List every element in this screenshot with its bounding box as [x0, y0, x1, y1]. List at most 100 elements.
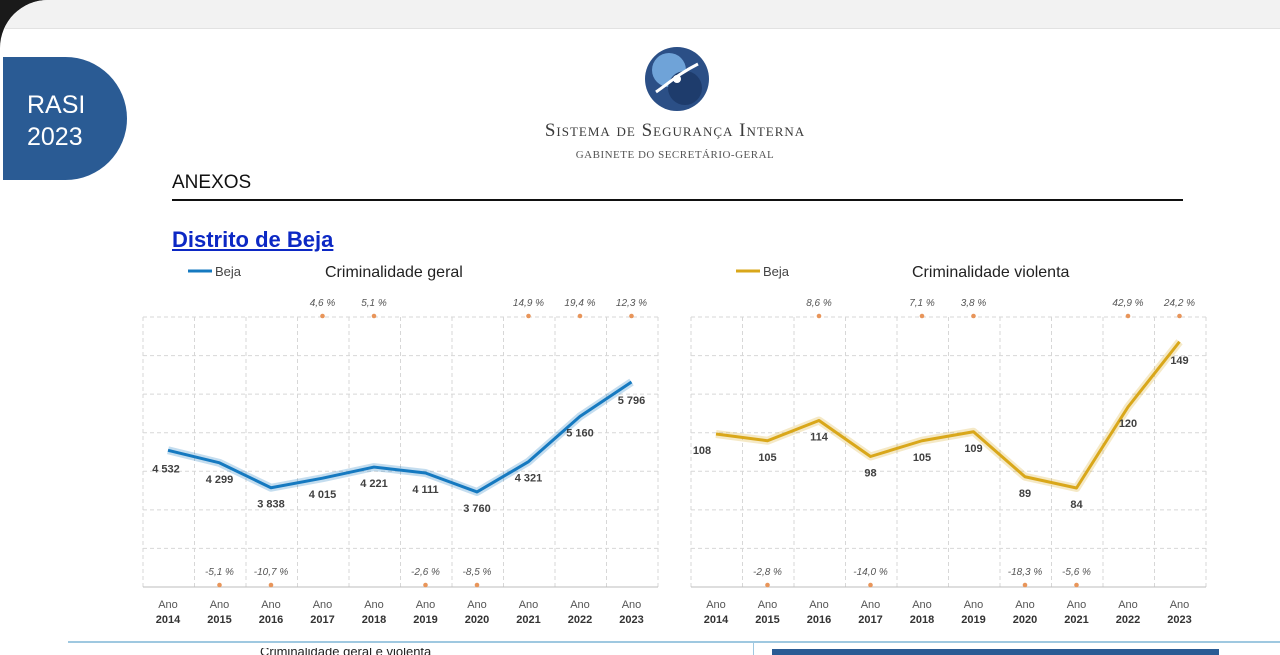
rasi-badge: RASI 2023	[3, 57, 127, 180]
variation-label: 12,3 %	[616, 298, 647, 309]
data-label: 98	[864, 468, 876, 480]
data-label: 3 760	[463, 503, 491, 515]
variation-label: -2,6 %	[411, 567, 440, 578]
section-title: ANEXOS	[172, 172, 252, 193]
x-tick-label-word: Ano	[758, 599, 778, 611]
x-tick-label-word: Ano	[1118, 599, 1138, 611]
data-label: 120	[1119, 418, 1137, 430]
x-tick-label-year: 2022	[1116, 614, 1140, 626]
data-label: 5 160	[566, 427, 594, 439]
x-tick-label-word: Ano	[313, 599, 333, 611]
chart-criminalidade-geral: Beja Criminalidade geral 4 532 4 299 3 838 4 …	[142, 264, 659, 626]
x-tick-label-year: 2016	[807, 614, 831, 626]
footer-column-divider	[753, 641, 754, 655]
x-tick-label-word: Ano	[416, 599, 436, 611]
x-tick-label-word: Ano	[964, 599, 984, 611]
section-divider	[172, 199, 1183, 201]
x-tick-label-year: 2023	[619, 614, 643, 626]
variation-marker	[577, 313, 583, 319]
x-tick-label-year: 2019	[961, 614, 985, 626]
variation-marker	[217, 582, 222, 588]
variation-label: -8,5 %	[463, 567, 492, 578]
x-tick-label-word: Ano	[261, 599, 281, 611]
x-tick-label-year: 2023	[1167, 614, 1191, 626]
x-tick-label-year: 2017	[310, 614, 334, 626]
chart-grid	[690, 316, 1207, 588]
variation-marker	[816, 313, 822, 319]
series-line	[715, 340, 1181, 490]
variation-label: 8,6 %	[806, 298, 832, 309]
data-label: 105	[758, 452, 776, 464]
data-label: 105	[913, 452, 931, 464]
x-tick-label-word: Ano	[912, 599, 932, 611]
variation-label: 24,2 %	[1163, 298, 1195, 309]
variation-marker	[868, 582, 873, 588]
data-label: 108	[693, 445, 711, 457]
x-tick-label-year: 2019	[413, 614, 437, 626]
footer-partial-text: Criminalidade geral e violenta	[260, 648, 560, 655]
variation-label: 5,1 %	[361, 298, 387, 309]
top-strip	[0, 0, 1280, 29]
variation-marker	[919, 313, 925, 319]
chart-grid	[142, 316, 659, 588]
x-tick-label-year: 2015	[755, 614, 779, 626]
x-tick-label-word: Ano	[519, 599, 539, 611]
x-tick-label-year: 2014	[156, 614, 181, 626]
org-name: Sistema de Segurança Interna	[544, 120, 806, 141]
chart-title: Criminalidade violenta	[912, 264, 1070, 281]
x-tick-label-word: Ano	[1067, 599, 1087, 611]
variation-marker	[320, 313, 325, 319]
x-tick-label-word: Ano	[467, 599, 487, 611]
x-tick-label-year: 2015	[207, 614, 231, 626]
x-tick-label-word: Ano	[706, 599, 726, 611]
variation-label: 42,9 %	[1112, 298, 1143, 309]
variation-marker	[423, 582, 428, 588]
footer-bar	[772, 649, 1219, 655]
chart-criminalidade-violenta: Beja Criminalidade violenta 108 105 114 98 105…	[690, 264, 1207, 626]
variation-marker	[1177, 313, 1182, 319]
variation-marker	[268, 582, 274, 588]
variation-marker	[526, 313, 531, 319]
data-label: 4 221	[360, 478, 388, 490]
series-line-glow	[715, 339, 1183, 492]
variation-label: -14,0 %	[853, 567, 888, 578]
variation-marker	[971, 313, 976, 319]
x-tick-label-word: Ano	[210, 599, 230, 611]
x-tick-label-year: 2016	[259, 614, 283, 626]
variation-label: -2,8 %	[753, 567, 782, 578]
x-tick-label-year: 2017	[858, 614, 882, 626]
data-label: 4 015	[309, 489, 337, 501]
x-tick-label-year: 2014	[704, 614, 729, 626]
variation-marker	[1125, 313, 1131, 319]
data-label: 4 321	[515, 473, 543, 485]
org-subtitle: GABINETE DO SECRETÁRIO-GERAL	[575, 149, 775, 161]
x-tick-label-year: 2020	[1013, 614, 1037, 626]
chart-title: Criminalidade geral	[325, 264, 463, 281]
variation-label: 4,6 %	[310, 298, 336, 309]
x-tick-label-word: Ano	[622, 599, 642, 611]
variation-label: -18,3 %	[1008, 567, 1043, 578]
data-label: 4 111	[412, 484, 438, 496]
variation-label: 14,9 %	[513, 298, 544, 309]
x-tick-label-word: Ano	[1015, 599, 1035, 611]
variation-marker	[1074, 582, 1079, 588]
x-tick-label-year: 2020	[465, 614, 489, 626]
x-tick-label-word: Ano	[861, 599, 881, 611]
x-tick-label-word: Ano	[809, 599, 829, 611]
variation-label: -10,7 %	[254, 567, 289, 578]
variation-label: -5,1 %	[205, 567, 234, 578]
variation-marker	[371, 313, 377, 319]
badge-title: RASI	[27, 91, 86, 119]
data-label: 114	[810, 432, 829, 444]
variation-label: 3,8 %	[961, 298, 987, 309]
series-line	[167, 380, 633, 494]
data-label: 5 796	[618, 395, 646, 407]
series-line-glow	[167, 378, 634, 496]
variation-label: 7,1 %	[909, 298, 935, 309]
variation-marker	[1022, 582, 1028, 588]
ssi-logo-icon	[645, 47, 709, 111]
x-tick-label-year: 2022	[568, 614, 592, 626]
data-label: 4 532	[152, 463, 180, 475]
x-tick-label-word: Ano	[1170, 599, 1190, 611]
